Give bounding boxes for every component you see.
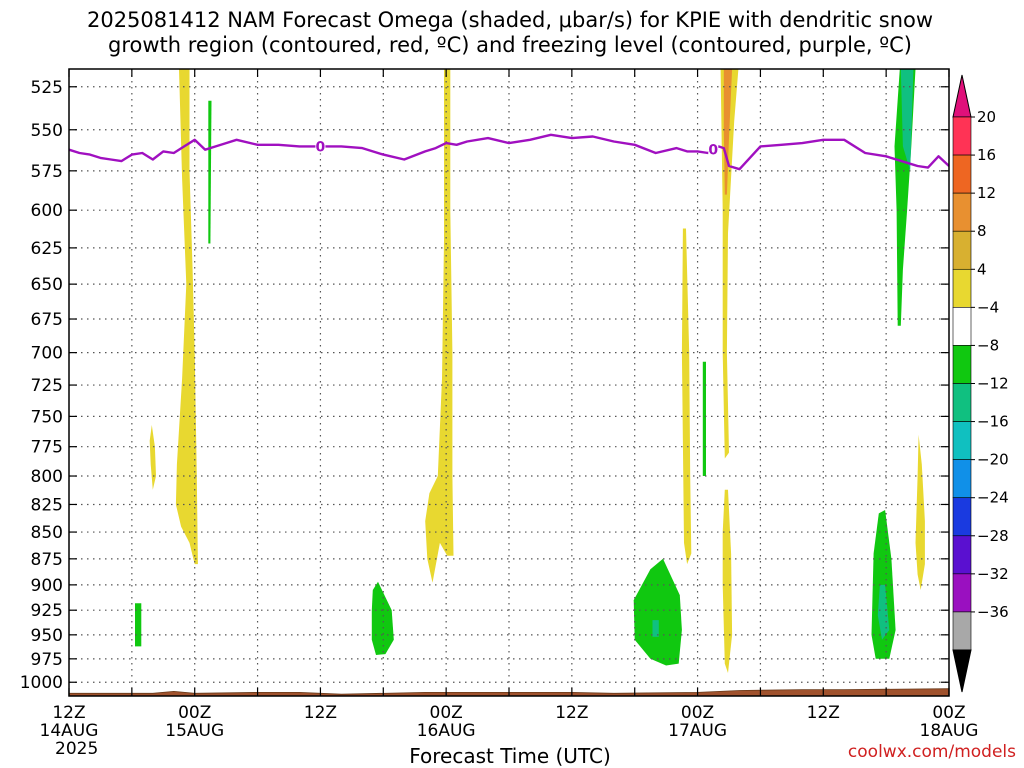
colorbar-swatch-11 (952, 535, 972, 575)
omega-region-12 (652, 620, 659, 637)
x-tick-label-48-0: 12Z (555, 703, 588, 723)
x-tick-label-24-0: 12Z (304, 703, 337, 723)
colorbar-label-13: −36 (977, 603, 1009, 621)
colorbar-bottom-cap (952, 649, 972, 693)
freezing-label-bg-0 (315, 138, 326, 154)
omega-region-1 (149, 425, 156, 490)
y-tick-label-975: 975 (31, 650, 63, 670)
freezing-level-label-1: 0 (708, 143, 718, 159)
colorbar-swatch-4 (952, 268, 972, 308)
omega-region-11 (633, 558, 682, 666)
omega-region-0 (175, 69, 198, 565)
y-tick-label-600: 600 (31, 201, 63, 221)
x-tick-label-0-2: 2025 (55, 739, 98, 759)
y-tick-label-800: 800 (31, 467, 63, 487)
y-tick-label-900: 900 (31, 576, 63, 596)
y-tick-label-575: 575 (31, 162, 63, 182)
colorbar-swatch-10 (952, 497, 972, 537)
omega-region-6 (681, 228, 692, 565)
omega-region-14 (900, 69, 914, 171)
omega-region-17 (877, 584, 890, 640)
colorbar-swatch-6 (952, 345, 972, 384)
x-tick-label-0-0: 12Z (52, 703, 85, 723)
colorbar-label-5: −4 (977, 298, 999, 316)
y-tick-label-750: 750 (31, 407, 63, 427)
x-tick-label-60-1: 17AUG (668, 721, 727, 741)
terrain-band (68, 688, 950, 697)
x-tick-label-36-0: 00Z (430, 703, 463, 723)
omega-region-15 (915, 434, 925, 590)
colorbar-label-9: −20 (977, 451, 1009, 469)
omega-region-10 (722, 489, 733, 673)
freezing-level-line (68, 133, 950, 171)
x-tick-label-72-0: 12Z (807, 703, 840, 723)
colorbar-label-3: 8 (977, 222, 987, 240)
colorbar-swatch-8 (952, 421, 972, 460)
y-tick-label-675: 675 (31, 310, 63, 330)
colorbar-swatch-1 (952, 154, 972, 194)
credit-text: coolwx.com/models (848, 742, 1016, 762)
colorbar-swatch-3 (952, 230, 972, 270)
colorbar-label-1: 16 (977, 146, 996, 164)
omega-region-5 (371, 581, 394, 655)
y-tick-label-850: 850 (31, 523, 63, 543)
gridlines (69, 69, 949, 696)
omega-region-16 (871, 510, 896, 659)
y-tick-label-775: 775 (31, 438, 63, 458)
terrain-surface (68, 688, 950, 697)
colorbar-label-10: −24 (977, 489, 1009, 507)
y-tick-label-525: 525 (31, 78, 63, 98)
chart-title-line-1: 2025081412 NAM Forecast Omega (shaded, μ… (87, 8, 933, 32)
colorbar-label-2: 12 (977, 184, 996, 202)
colorbar-label-0: 20 (977, 108, 996, 126)
colorbar-swatch-5 (952, 307, 972, 346)
y-tick-label-950: 950 (31, 626, 63, 646)
colorbar-label-11: −28 (977, 527, 1009, 545)
colorbar-swatch-13 (952, 611, 972, 651)
omega-region-3 (135, 603, 142, 647)
omega-region-7 (702, 361, 706, 476)
chart-title-line-2: growth region (contoured, red, ºC) and f… (108, 33, 912, 57)
x-tick-label-84-0: 00Z (932, 703, 965, 723)
x-tick-label-12-0: 00Z (178, 703, 211, 723)
y-tick-label-875: 875 (31, 550, 63, 570)
y-tick-label-550: 550 (31, 121, 63, 141)
x-tick-label-36-1: 16AUG (417, 721, 476, 741)
colorbar-swatch-7 (952, 383, 972, 422)
y-tick-label-650: 650 (31, 275, 63, 295)
colorbar-label-7: −12 (977, 375, 1009, 393)
omega-region-9 (723, 69, 733, 195)
y-tick-label-925: 925 (31, 601, 63, 621)
x-axis-label: Forecast Time (UTC) (409, 744, 611, 768)
colorbar-swatch-0 (952, 116, 972, 156)
colorbar-label-6: −8 (977, 336, 999, 354)
colorbar-swatch-12 (952, 573, 972, 613)
x-tick-label-60-0: 00Z (681, 703, 714, 723)
colorbar-label-4: 4 (977, 260, 987, 278)
colorbar: 20 16 12 8 4 −4 −8 −12 −16 −20 −24 −28 −32 −36 (952, 74, 1009, 693)
freezing-label-bg-1 (708, 141, 719, 157)
x-tick-label-0-1: 14AUG (40, 721, 99, 741)
x-tick-label-84-1: 18AUG (920, 721, 979, 741)
x-tick-label-12-1: 15AUG (165, 721, 224, 741)
colorbar-swatch-2 (952, 192, 972, 232)
colorbar-swatch-9 (952, 459, 972, 499)
y-tick-label-1000: 1000 (20, 673, 63, 693)
colorbar-label-12: −32 (977, 565, 1009, 583)
colorbar-label-8: −16 (977, 413, 1009, 431)
omega-region-2 (208, 100, 212, 244)
y-tick-label-825: 825 (31, 495, 63, 515)
y-axis-ticks: 525 550 575 600 625 650 675 700 725 750 775 800 825 8… (20, 78, 949, 693)
y-tick-label-725: 725 (31, 376, 63, 396)
y-tick-label-625: 625 (31, 239, 63, 259)
freezing-level-label-0: 0 (316, 139, 326, 155)
y-tick-label-700: 700 (31, 344, 63, 364)
